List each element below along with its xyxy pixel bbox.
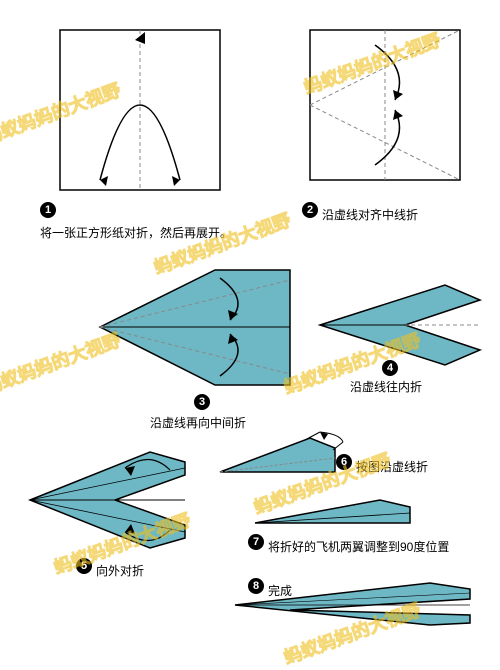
step-4-diagram xyxy=(310,280,490,370)
step-number-5: 5 xyxy=(76,558,92,574)
step-label-8: 完成 xyxy=(268,582,292,599)
step-2-diagram xyxy=(300,20,470,190)
step-number-3: 3 xyxy=(194,394,210,410)
step-number-7: 7 xyxy=(248,534,264,550)
step-label-7: 将折好的飞机两翼调整到90度位置 xyxy=(268,538,449,555)
step-label-3: 沿虚线再向中间折 xyxy=(150,414,246,431)
step-number-4: 4 xyxy=(382,360,398,376)
step-label-4: 沿虚线往内折 xyxy=(350,378,422,395)
step-number-6: 6 xyxy=(336,454,352,470)
step-number-2: 2 xyxy=(302,202,318,218)
step-1-diagram xyxy=(50,20,230,200)
step-label-1: 将一张正方形纸对折，然后再展开。 xyxy=(40,224,232,241)
step-number-8: 8 xyxy=(248,578,264,594)
step-5-diagram xyxy=(20,440,200,560)
step-7-diagram xyxy=(250,495,420,535)
step-label-5: 向外对折 xyxy=(96,562,144,579)
step-3-diagram xyxy=(90,260,300,395)
step-number-1: 1 xyxy=(40,202,56,218)
step-label-2: 沿虚线对齐中线折 xyxy=(322,206,418,223)
step-label-6: 按图沿虚线折 xyxy=(356,458,428,475)
step-6-diagram xyxy=(215,430,345,485)
